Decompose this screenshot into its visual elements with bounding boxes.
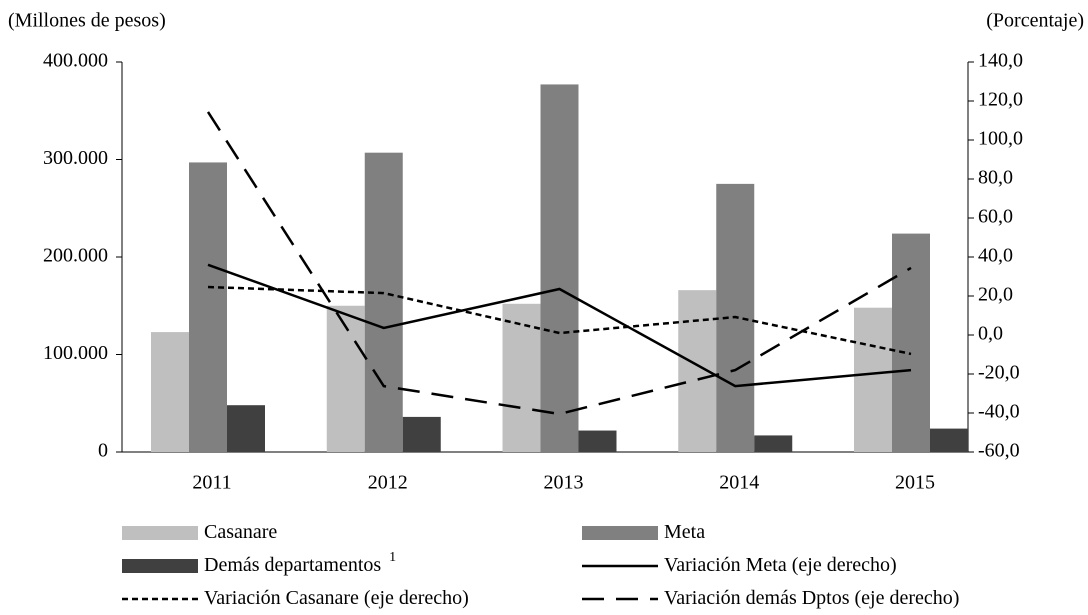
bar bbox=[402, 416, 441, 452]
bar bbox=[326, 305, 365, 452]
bar bbox=[578, 430, 617, 452]
y2-tick-label: 40,0 bbox=[978, 245, 1013, 267]
legend-name: Variación Meta (eje derecho) bbox=[664, 554, 897, 576]
legend-label: Casanare bbox=[204, 521, 277, 543]
x-tick-label: 2011 bbox=[192, 472, 231, 494]
y-tick-label: 300.000 bbox=[43, 147, 108, 169]
legend-swatch bbox=[122, 526, 198, 540]
y2-tick-label: 120,0 bbox=[978, 89, 1023, 111]
bar bbox=[364, 152, 403, 453]
x-tick-label: 2015 bbox=[895, 472, 935, 494]
x-tick-label: 2014 bbox=[719, 472, 759, 494]
legend-swatch bbox=[122, 559, 198, 573]
y2-tick-label: 100,0 bbox=[978, 128, 1023, 150]
y2-tick-label: 20,0 bbox=[978, 284, 1013, 306]
y-tick-label: 0 bbox=[98, 440, 108, 462]
y2-axis-label: (Porcentaje) bbox=[986, 10, 1084, 32]
line bbox=[207, 285, 912, 356]
y2-tick-label: 60,0 bbox=[978, 206, 1013, 228]
legend-label: Meta bbox=[664, 521, 705, 543]
legend-label: Variación demás Dptos (eje derecho) bbox=[664, 587, 959, 609]
bar bbox=[854, 307, 892, 452]
bar bbox=[540, 84, 579, 453]
bar bbox=[502, 303, 541, 452]
y2-tick-label: -60,0 bbox=[978, 440, 1020, 462]
y-tick-label: 400.000 bbox=[43, 50, 108, 72]
legend-label: Demás departamentos 1 bbox=[204, 550, 396, 575]
legend-label: Variación Meta (eje derecho) bbox=[664, 554, 897, 576]
y2-tick-label: 0,0 bbox=[978, 323, 1003, 345]
legend-name: Meta bbox=[664, 521, 705, 543]
legend-name: Casanare bbox=[204, 521, 277, 543]
x-tick-label: 2012 bbox=[368, 472, 408, 494]
line bbox=[206, 111, 912, 416]
legend-name: Variación Casanare (eje derecho) bbox=[204, 587, 469, 609]
legend-label: Variación Casanare (eje derecho) bbox=[204, 587, 469, 609]
legend-swatch bbox=[582, 526, 658, 540]
legend-name: Variación demás Dptos (eje derecho) bbox=[664, 587, 959, 609]
y-axis-label: (Millones de pesos) bbox=[8, 10, 166, 32]
legend-name: Demás departamentos bbox=[204, 554, 381, 576]
y-tick-label: 100.000 bbox=[43, 342, 108, 364]
x-tick-label: 2013 bbox=[544, 472, 584, 494]
y2-tick-label: -40,0 bbox=[978, 401, 1020, 423]
bar bbox=[227, 405, 265, 452]
y2-tick-label: 140,0 bbox=[978, 50, 1023, 72]
y2-tick-label: 80,0 bbox=[978, 167, 1013, 189]
line bbox=[207, 263, 912, 388]
y-tick-label: 200.000 bbox=[43, 245, 108, 267]
bar bbox=[189, 162, 227, 453]
y2-tick-label: -20,0 bbox=[978, 362, 1020, 384]
bar bbox=[754, 435, 793, 452]
bar bbox=[930, 428, 968, 452]
bar bbox=[151, 332, 189, 452]
legend-note: 1 bbox=[389, 550, 396, 565]
bar bbox=[892, 233, 930, 452]
